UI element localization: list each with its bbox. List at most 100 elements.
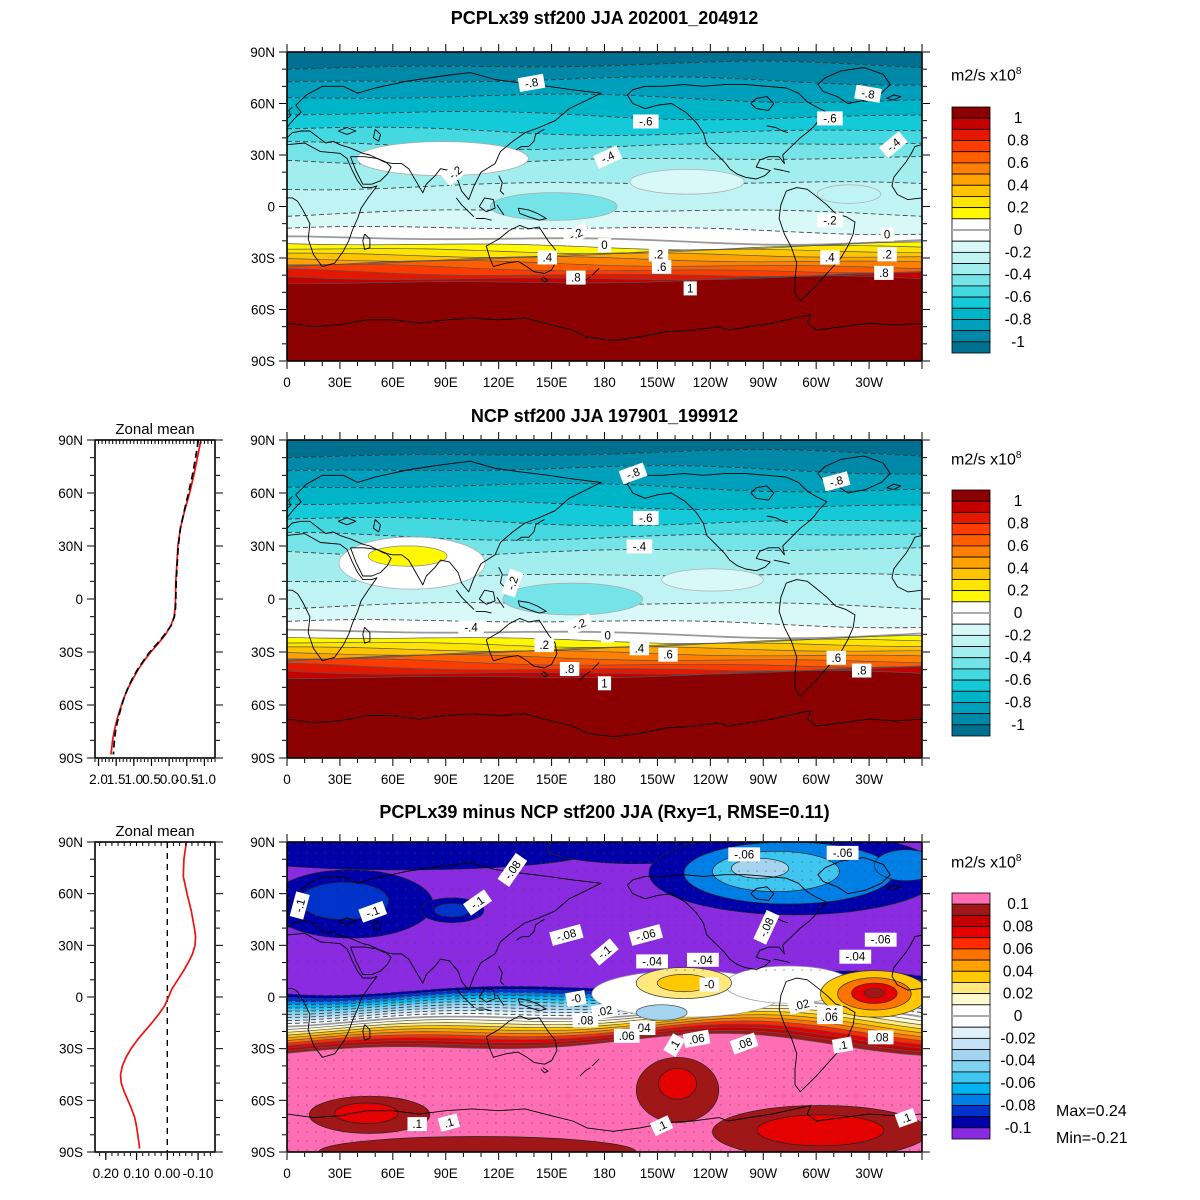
- colorbar-tick-label: 0.8: [1007, 133, 1029, 150]
- colorbar-cell: [951, 1116, 991, 1129]
- contour-label: .8: [566, 270, 586, 285]
- contour-line: [287, 666, 922, 675]
- contour-line: [287, 1017, 922, 1041]
- lon-tick-label: 120W: [693, 772, 729, 787]
- lat-tick-label: 60S: [251, 1093, 275, 1108]
- coastline: [517, 600, 547, 614]
- contour-label-text: -.8: [860, 88, 875, 102]
- contour-label: .02: [787, 994, 816, 1015]
- colorbar3-units: m2/s x108: [951, 853, 1071, 872]
- contour-line: [287, 1008, 922, 1033]
- coastline: [372, 128, 381, 142]
- zonal-frame: [94, 439, 216, 759]
- colorbar-cell: [951, 612, 991, 625]
- diff-map-panel: -.06 -.06-.08-.1-.1 -.1-.08 -.08-.06-.1-.06…: [250, 834, 930, 1181]
- contour-label: -.2: [501, 568, 524, 598]
- colorbar-cell: [951, 184, 991, 197]
- colorbar-cell: [951, 240, 991, 253]
- contour-label: .2: [877, 247, 897, 262]
- colorbar-cell: [951, 229, 991, 242]
- contour-band: [287, 501, 922, 526]
- contour-line: [287, 1026, 922, 1049]
- colorbar-cell: [951, 1127, 991, 1140]
- zonal-series-dashed: [112, 440, 200, 755]
- coastline: [338, 127, 357, 135]
- contour-label: -.4: [458, 620, 484, 635]
- colorbar-cell: [951, 534, 991, 547]
- contour-label-box: [787, 994, 816, 1015]
- coastline: [350, 547, 392, 577]
- contour-label-text: -.2: [568, 227, 585, 244]
- coastlines: [287, 455, 922, 738]
- contour-label: -.8: [517, 73, 546, 93]
- lat-tick-label: 90S: [251, 751, 275, 766]
- zonal-x-tick-label: 2.0: [89, 772, 108, 787]
- lat-tick-label: 30S: [251, 251, 275, 266]
- contour-label-box: [566, 270, 586, 285]
- contour-label-text: -.4: [464, 623, 478, 635]
- colorbar-cell: [951, 690, 991, 703]
- lat-tick-label: 30S: [251, 645, 275, 660]
- lat-tick-label: 60N: [250, 97, 275, 112]
- anomaly-blob: [661, 568, 764, 592]
- contour-label-text: -0: [570, 993, 582, 1007]
- zonal-x-tick-label: 1.0: [124, 772, 143, 787]
- contour-label-text: .06: [619, 1031, 635, 1043]
- contour-line: [287, 1029, 922, 1053]
- coastline: [496, 995, 505, 1006]
- contour-label-text: .1: [837, 1039, 849, 1052]
- colorbar-cell: [951, 307, 991, 320]
- contour-label-box: [440, 158, 470, 187]
- contour-band: [287, 61, 922, 86]
- contour-label: 0: [597, 238, 612, 253]
- colorbar-cell: [951, 1037, 991, 1050]
- contour-label: 1: [683, 281, 697, 296]
- colorbar-cell: [951, 511, 991, 524]
- contour-label: .8: [852, 663, 872, 678]
- coastline: [517, 207, 547, 221]
- contour-label: .6: [651, 259, 672, 274]
- colorbar-cell: [951, 702, 991, 715]
- contour-line: [287, 1020, 922, 1044]
- contour-label-box: [618, 462, 648, 485]
- contour-label: .2: [534, 638, 554, 653]
- lon-tick-label: 30W: [855, 375, 883, 390]
- lon-tick-label: 150E: [536, 375, 568, 390]
- contour-label: -.04: [839, 949, 872, 964]
- zonal-lat-label: 90S: [59, 751, 83, 766]
- contour-line: [287, 256, 922, 266]
- colorbar-cell: [951, 590, 991, 603]
- contour-label-box: [658, 647, 678, 662]
- contour-band: [287, 94, 922, 120]
- contour-label-text: -.4: [600, 149, 618, 166]
- coastline: [362, 626, 371, 644]
- contour-label-box: [458, 620, 484, 635]
- lon-tick-label: 60E: [381, 375, 405, 390]
- contour-label-box: [565, 990, 587, 1008]
- contour-label: -.4: [593, 145, 623, 169]
- colorbar-cell: [951, 601, 991, 614]
- colorbar-cell: [951, 926, 991, 939]
- contour-band: [287, 272, 922, 284]
- lon-tick-label: 60W: [802, 375, 830, 390]
- lon-tick-label: 150E: [536, 772, 568, 787]
- lat-tick-label: 30S: [251, 1042, 275, 1057]
- coastlines: [287, 67, 922, 341]
- contour-label-text: .1: [900, 1112, 913, 1127]
- colorbar-cell: [951, 207, 991, 220]
- contour-label-box: [817, 111, 843, 126]
- contour-line: [287, 482, 922, 493]
- contour-line: [287, 658, 922, 668]
- contour-label-box: [572, 1013, 599, 1028]
- contour-label-box: [534, 638, 554, 653]
- colorbar-cell: [951, 1049, 991, 1062]
- colorbar-cell: [951, 657, 991, 670]
- colorbar-tick-label: -0.08: [1000, 1097, 1035, 1114]
- map-frame: [286, 439, 923, 759]
- contour-line: [287, 76, 922, 86]
- lon-tick-label: 150E: [536, 1166, 568, 1181]
- coastline: [627, 473, 828, 572]
- anomaly-blob: [816, 184, 882, 204]
- contour-label-text: .08: [873, 1032, 889, 1044]
- diff-map-colorbar: 0.1 0.08 0.06 0.04 0.02 0 -0.02 -0.04 -0.06 -0.08…: [951, 892, 1036, 1140]
